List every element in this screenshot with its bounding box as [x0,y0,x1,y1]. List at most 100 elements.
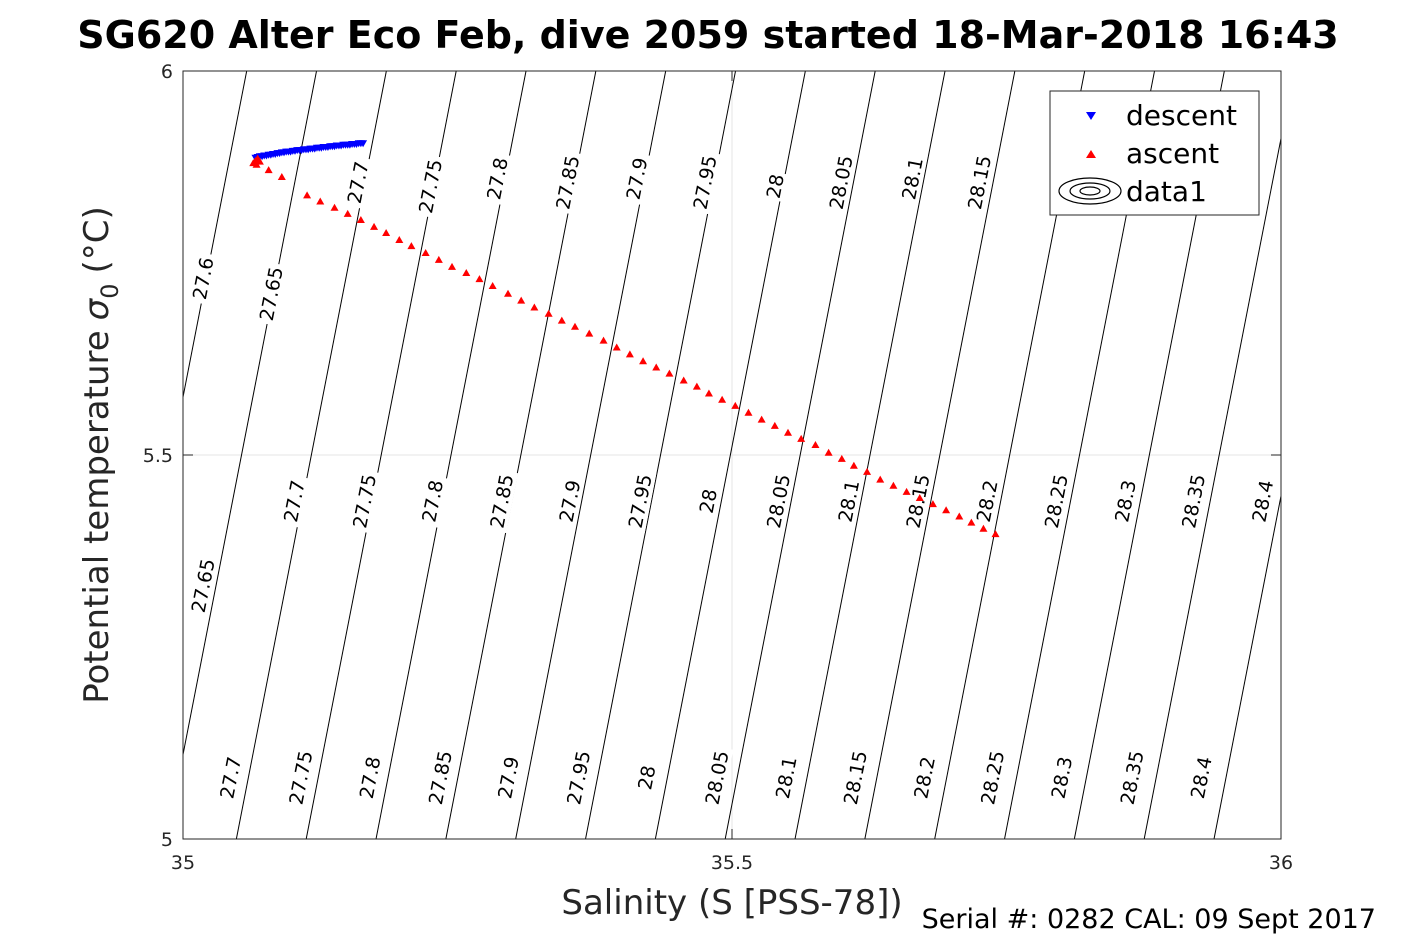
ascent-point [979,524,988,532]
ascent-point [625,350,634,358]
contour-label-bg [186,553,220,618]
y-axis-title: Potential temperature σ0 (°C) [77,206,124,704]
ascent-point [718,395,727,403]
legend-ascent-label: ascent [1126,137,1219,170]
contour-label-bg [761,170,789,203]
ascent-point [303,191,312,199]
contour-label-bg [962,150,996,215]
contour-label-bg [632,761,660,794]
ascent-point [264,166,273,174]
legend-descent-marker [1086,112,1096,120]
ascent-point [462,268,471,276]
legend: descent ascent data1 [1049,90,1260,216]
ascent-point [356,215,365,223]
ascent-point [652,363,661,371]
ascent-point [863,467,872,475]
contour-label-bg [832,474,864,528]
ascent-point [915,494,924,502]
contour-label-bg [1176,469,1210,534]
x-axis-title: Salinity (S [PSS-78]) [561,883,902,923]
contour-label-bg [770,750,802,805]
legend-data1-label: data1 [1126,175,1207,208]
contour-label-bg [687,150,722,215]
ascent-point [967,518,976,526]
contour-line-28.1 [794,71,946,839]
contour-label-bg [492,750,524,805]
ascent-point [704,389,713,397]
contour-label-bg [341,155,374,210]
legend-ascent-marker [1086,150,1096,158]
x-tick-label: 35.5 [711,852,753,874]
contour-label-bg [553,474,586,528]
ascent-point [504,289,513,297]
contour-label-bg [561,745,595,810]
ascent-point [407,242,416,250]
contour-label-bg [481,151,513,206]
x-tick-label: 36 [1269,852,1293,874]
ascent-point [544,309,553,317]
contour-label-bg [1115,745,1149,810]
ascent-point [599,336,608,344]
ascent-point [824,448,833,456]
contour-label: 28 [696,487,722,515]
x-tick-label: 35 [171,852,195,874]
ascent-point [991,530,1000,538]
contour-label-bg [416,474,448,528]
contour-label: 28 [634,764,660,792]
contour-label-bg [484,469,519,534]
y-axis-title-subscript: 0 [96,283,124,298]
ascent-point [517,296,526,304]
contour-label-bg [971,474,1003,528]
contour-line-28.35 [1143,135,1281,839]
ascent-point [770,421,779,429]
ascent-point [849,461,858,469]
ascent-point [343,209,352,217]
contour-label-bg [283,745,318,810]
ascent-point [557,316,566,324]
contour-label-bg [278,474,310,528]
ascent-point [928,500,937,508]
axis-ticks: 35 35.5 36 5 5.5 6 [143,61,1293,874]
ascent-point [421,249,430,257]
ascent-point [570,322,579,330]
ascent-point [434,255,443,263]
y-axis-title-unit: (°C) [77,206,117,273]
contour-line-28.4 [1213,493,1281,839]
ascent-point [876,475,885,483]
contour-label-bg [187,251,219,306]
y-tick-label: 6 [161,61,173,83]
contour-label-bg [908,750,940,805]
contour-label-bg [623,469,657,534]
ascent-point [448,262,457,270]
ascent-point [692,382,701,390]
contour-label-bg [900,469,935,534]
ascent-point [679,376,688,384]
contour-label-bg [694,485,722,517]
ascent-point [955,512,964,520]
descent-point [359,140,368,148]
ascent-point [255,157,264,165]
ascent-point [889,481,898,489]
ascent-point [370,222,379,230]
ascent-point [612,343,621,351]
ascent-point [585,329,594,337]
contour-line-28.15 [864,71,1016,839]
contour-line-27.6 [183,71,248,400]
ascent-point [277,172,286,180]
contour-label-bg [761,469,795,534]
contour-label-bg [620,151,653,206]
ascent-point [639,357,648,365]
contour-label-bg [838,745,872,810]
y-axis-title-symbol: σ [77,297,117,320]
contour-label-bg [214,750,246,805]
ascent-point [475,275,484,283]
ascent-point [382,229,391,237]
contour-label-bg [896,151,928,206]
legend-descent-label: descent [1126,99,1237,132]
contour-line-27.65 [183,71,318,758]
ascent-point [330,203,339,211]
contour-label-bg [1039,469,1073,534]
ascent-point [744,408,753,416]
contour-label: 28 [763,172,789,200]
ascent-point [811,441,820,449]
